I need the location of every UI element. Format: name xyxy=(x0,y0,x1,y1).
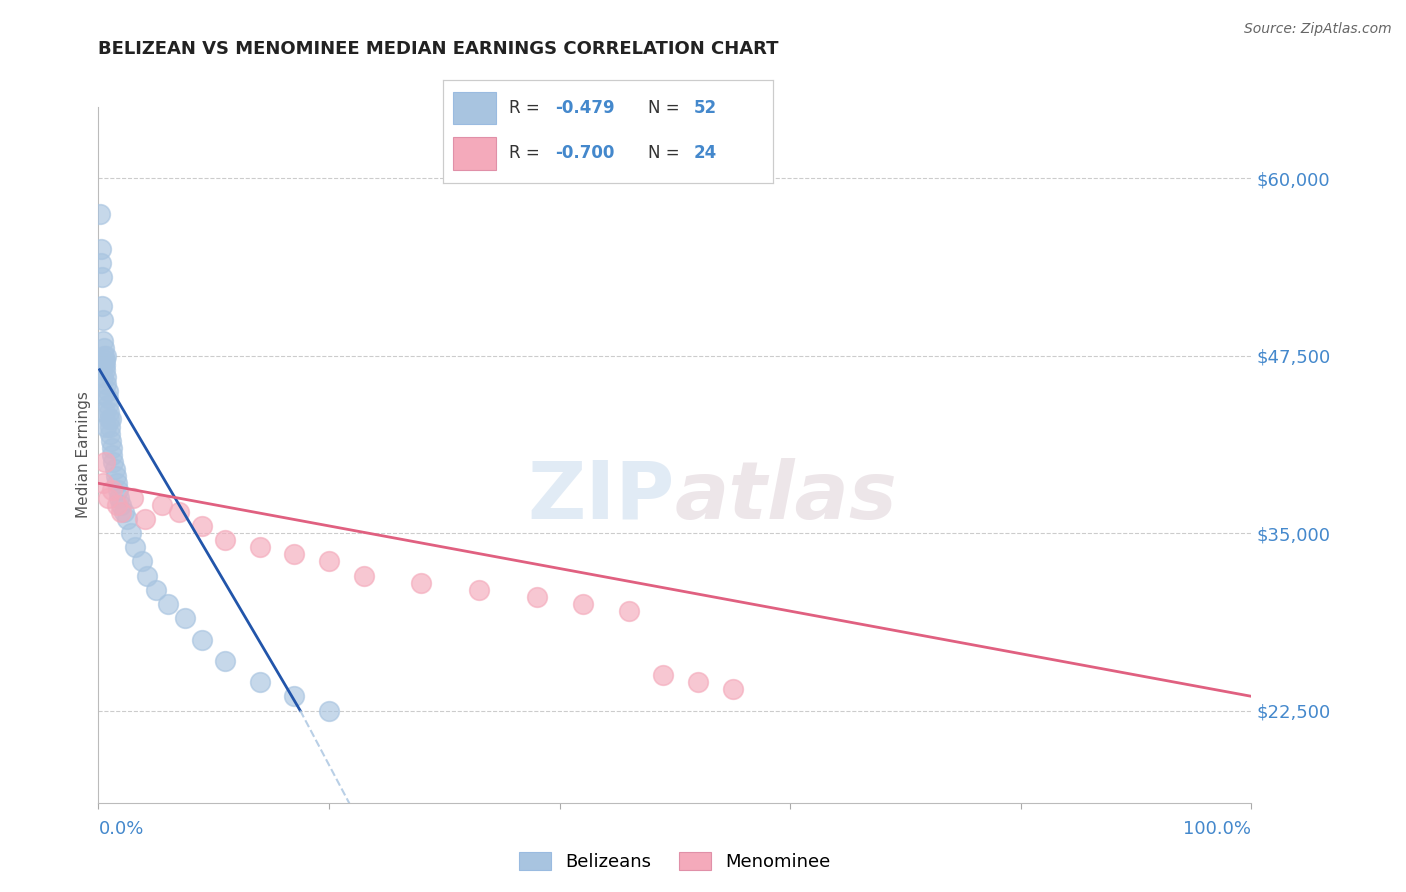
Point xyxy=(110,498,132,512)
Point xyxy=(97,412,120,426)
Point xyxy=(90,242,112,256)
Point xyxy=(103,455,125,469)
Point xyxy=(98,426,121,441)
Point xyxy=(93,387,115,401)
Point xyxy=(122,491,145,505)
Point xyxy=(249,540,271,554)
Point xyxy=(97,491,120,505)
Point xyxy=(91,313,114,327)
Text: 100.0%: 100.0% xyxy=(1184,820,1251,838)
Point xyxy=(94,359,117,373)
Point xyxy=(97,398,120,412)
Point xyxy=(91,334,114,349)
Point xyxy=(318,554,340,568)
Point xyxy=(93,356,115,370)
Point xyxy=(191,519,214,533)
Point xyxy=(103,462,125,476)
Point xyxy=(100,412,122,426)
Point xyxy=(101,483,124,498)
Point xyxy=(318,704,340,718)
Bar xyxy=(453,136,496,169)
Text: R =: R = xyxy=(509,145,546,162)
Text: 52: 52 xyxy=(695,99,717,117)
Point xyxy=(89,206,111,220)
Point xyxy=(98,419,121,434)
Point xyxy=(94,362,117,376)
Point xyxy=(96,349,118,363)
Text: N =: N = xyxy=(648,99,685,117)
Point xyxy=(94,352,117,367)
Text: N =: N = xyxy=(648,145,685,162)
Point xyxy=(96,376,118,391)
Point xyxy=(283,690,305,704)
Bar xyxy=(453,92,496,124)
Text: 0.0%: 0.0% xyxy=(98,820,143,838)
Point xyxy=(101,441,124,455)
Point xyxy=(100,434,122,448)
Point xyxy=(156,597,179,611)
Point xyxy=(96,369,118,384)
Point xyxy=(283,547,305,561)
Point xyxy=(652,668,675,682)
Point xyxy=(191,632,214,647)
Point xyxy=(135,568,157,582)
Point xyxy=(686,675,709,690)
Text: atlas: atlas xyxy=(675,458,897,536)
Text: -0.700: -0.700 xyxy=(555,145,614,162)
Point xyxy=(91,369,114,384)
Point xyxy=(174,611,197,625)
Point xyxy=(721,682,744,697)
Point xyxy=(150,498,173,512)
Point xyxy=(90,256,112,270)
Text: 24: 24 xyxy=(695,145,717,162)
Text: BELIZEAN VS MENOMINEE MEDIAN EARNINGS CORRELATION CHART: BELIZEAN VS MENOMINEE MEDIAN EARNINGS CO… xyxy=(98,40,779,58)
Point xyxy=(167,505,190,519)
Point xyxy=(117,512,139,526)
Point xyxy=(131,554,153,568)
Point xyxy=(94,405,117,419)
Point xyxy=(101,448,124,462)
Text: -0.479: -0.479 xyxy=(555,99,614,117)
Point xyxy=(110,505,132,519)
Point xyxy=(104,469,127,483)
Point xyxy=(94,455,117,469)
Point xyxy=(105,498,128,512)
Text: Source: ZipAtlas.com: Source: ZipAtlas.com xyxy=(1244,22,1392,37)
Point xyxy=(145,582,167,597)
Point xyxy=(93,349,115,363)
Point xyxy=(97,391,120,405)
Point xyxy=(214,654,236,668)
Point xyxy=(112,505,135,519)
Point xyxy=(97,405,120,419)
Point xyxy=(107,483,129,498)
Point xyxy=(108,491,131,505)
Point xyxy=(617,604,640,618)
Point xyxy=(93,342,115,356)
Y-axis label: Median Earnings: Median Earnings xyxy=(76,392,91,518)
Point xyxy=(97,384,120,398)
Point xyxy=(90,270,112,285)
Point xyxy=(96,419,118,434)
Text: ZIP: ZIP xyxy=(527,458,675,536)
Point xyxy=(353,568,375,582)
Point xyxy=(214,533,236,548)
Point xyxy=(249,675,271,690)
Text: R =: R = xyxy=(509,99,546,117)
Point xyxy=(411,575,433,590)
Point xyxy=(124,540,146,554)
Point xyxy=(91,476,114,491)
Legend: Belizeans, Menominee: Belizeans, Menominee xyxy=(512,846,838,879)
Point xyxy=(105,476,128,491)
Point xyxy=(571,597,593,611)
Point xyxy=(468,582,491,597)
Point xyxy=(134,512,156,526)
Point xyxy=(120,526,142,541)
Point xyxy=(90,299,112,313)
Point xyxy=(526,590,548,604)
